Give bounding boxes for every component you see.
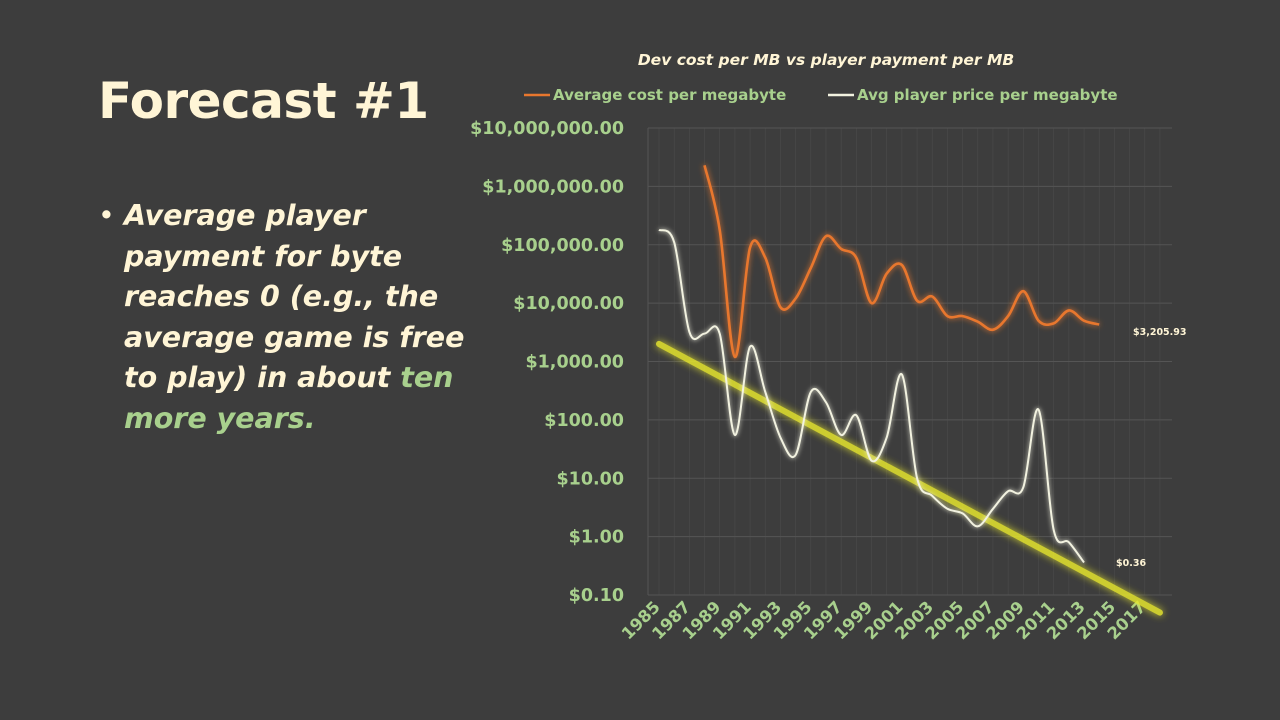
end-label-player-price: $0.36 — [1116, 558, 1146, 569]
y-tick-label: $10,000,000.00 — [470, 119, 624, 139]
end-label-dev-cost: $3,205.93 — [1133, 327, 1187, 338]
y-axis: $10,000,000.00 $1,000,000.00 $100,000.00 $1… — [470, 119, 624, 606]
series-layer — [656, 164, 1163, 616]
series-line-player-price — [658, 228, 1085, 564]
slide-title: Forecast #1 — [98, 72, 429, 130]
legend-label-dev-cost: Average cost per megabyte — [553, 86, 786, 104]
y-tick-label: $1,000.00 — [525, 353, 624, 373]
y-tick-label: $10.00 — [556, 469, 624, 489]
series-line-dev-cost — [703, 164, 1100, 359]
bullet-item: • Average player payment for byte reache… — [98, 196, 468, 439]
bullet-text: Average player payment for byte reaches … — [124, 199, 465, 394]
bullet-list: • Average player payment for byte reache… — [98, 196, 468, 439]
legend: Average cost per megabyte Avg player pri… — [524, 86, 1118, 104]
y-tick-label: $100.00 — [544, 411, 624, 431]
bullet-dot: • — [98, 199, 115, 232]
end-labels: $3,205.93 $0.36 — [1116, 327, 1187, 569]
legend-label-player-price: Avg player price per megabyte — [857, 86, 1118, 104]
y-tick-label: $100,000.00 — [501, 236, 624, 256]
x-axis: 1985198719891991199319951997199920012003… — [618, 597, 1150, 643]
y-tick-label: $10,000.00 — [513, 294, 624, 314]
bullet-highlight-text: ten more years. — [124, 361, 454, 435]
y-tick-label: $0.10 — [569, 586, 624, 606]
y-tick-label: $1.00 — [569, 528, 624, 548]
chart-title: Dev cost per MB vs player payment per MB — [638, 51, 1014, 69]
y-tick-label: $1,000,000.00 — [482, 177, 624, 197]
gridlines — [647, 127, 1172, 596]
